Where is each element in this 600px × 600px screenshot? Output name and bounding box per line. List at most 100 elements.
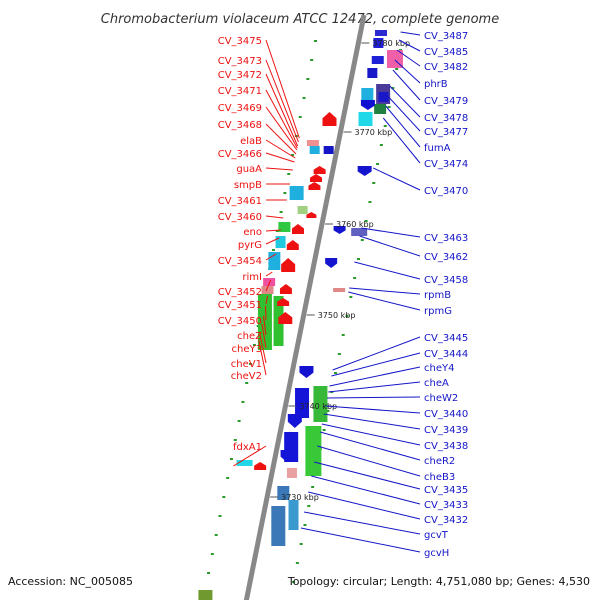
gene-block [295, 388, 310, 418]
gene-label-right: CV_3433 [424, 500, 468, 511]
gene-block [289, 186, 304, 200]
right-leader-line [327, 396, 421, 399]
gene-label-left: CV_3473 [218, 56, 262, 67]
gene-arrow [333, 226, 346, 234]
gene-block [261, 286, 274, 294]
right-leader-line [329, 366, 421, 387]
gene-block [263, 278, 276, 286]
gene-label-right: CV_3470 [424, 186, 468, 197]
gene-label-right: CV_3477 [424, 127, 468, 138]
gene-arrow [254, 462, 267, 470]
gene-label-left: CV_3466 [218, 149, 262, 160]
gene-arrow [291, 224, 304, 234]
left-leader-line [233, 445, 267, 467]
scale-tick-label: 3730 kbp [281, 493, 319, 502]
gene-block [257, 294, 272, 350]
right-leader-line [311, 475, 421, 505]
left-gene-labels: CV_3475 CV_3473 CV_3472 CV_3471 CV_3469 CV_34… [218, 36, 300, 467]
scale-tick-label: 3780 kbp [372, 39, 410, 48]
gene-label-left: CV_3461 [218, 196, 262, 207]
gene-label-right: CV_3474 [424, 159, 468, 170]
right-leader-line [389, 85, 421, 118]
left-leader-line [265, 39, 300, 139]
right-leader-line [320, 431, 421, 461]
gene-label-left: cheV2 [231, 371, 262, 382]
gene-arrow [281, 258, 296, 272]
gene-label-left: CV_3450 [218, 316, 262, 327]
gene-arrow [286, 240, 299, 250]
gene-label-right: cheB3 [424, 472, 455, 483]
right-leader-line [354, 261, 421, 280]
gene-label-left: smpB [234, 180, 262, 191]
gene-label-right: cheY4 [424, 363, 454, 374]
gene-block [309, 146, 320, 154]
right-leader-line [400, 31, 421, 36]
genome-backbone [243, 14, 367, 600]
right-leader-line [328, 381, 421, 393]
gene-block [351, 228, 368, 236]
gene-label-right: CV_3482 [424, 62, 468, 73]
left-leader-line [263, 315, 267, 336]
gene-label-left: cheY3 [232, 344, 262, 355]
gene-block [306, 140, 319, 146]
gene-label-left: CV_3475 [218, 36, 262, 47]
right-leader-line [308, 491, 421, 520]
right-leader-line [398, 39, 421, 52]
left-leader-line [265, 271, 273, 277]
gene-label-right: CV_3440 [424, 409, 468, 420]
gene-arrow [279, 284, 292, 294]
map-title: Chromobacterium violaceum ATCC 12472, co… [101, 12, 499, 27]
gene-label-right: fumA [424, 143, 451, 154]
gene-block [305, 426, 322, 476]
gene-label-right: cheR2 [424, 456, 455, 467]
right-leader-line [361, 227, 421, 238]
right-gene-labels: CV_3487 CV_3485 CV_3482 phrB CV_3479 CV_3478 C… [300, 31, 468, 559]
gene-block [323, 146, 334, 154]
right-leader-line [304, 511, 421, 535]
gene-label-right: CV_3485 [424, 47, 468, 58]
gene-label-left: fdxA1 [233, 442, 262, 453]
right-leader-line [325, 405, 421, 414]
gene-arrow [308, 182, 321, 190]
gene-block [333, 288, 346, 292]
right-leader-line [392, 69, 421, 101]
left-leader-line [265, 59, 299, 143]
left-leader-line [265, 237, 280, 245]
gene-block [374, 104, 387, 114]
left-leader-line [265, 279, 272, 292]
left-leader-line [265, 152, 295, 163]
scale-tick-label: 3740 kbp [299, 402, 337, 411]
right-leader-line [349, 287, 421, 295]
gene-label-right: rpmG [424, 306, 452, 317]
gene-block [361, 88, 374, 102]
gene-block [271, 506, 286, 546]
gene-block [374, 30, 387, 36]
gene-label-right: gcvT [424, 530, 449, 541]
scale-tick-label: 3770 kbp [354, 128, 392, 137]
gene-label-right: gcvH [424, 548, 449, 559]
accession-label: Accession: NC_005085 [8, 575, 134, 588]
right-leader-line [321, 423, 421, 446]
gene-arrow [299, 366, 314, 378]
gene-label-right: CV_3458 [424, 275, 468, 286]
gene-label-right: CV_3487 [424, 31, 468, 42]
gene-arrow [360, 100, 375, 110]
gene-label-right: CV_3462 [424, 252, 468, 263]
gene-label-left: CV_3472 [218, 70, 262, 81]
gene-block [286, 468, 297, 478]
left-leader-line [259, 333, 267, 364]
gene-block [198, 590, 213, 600]
gene-label-right: CV_3438 [424, 441, 468, 452]
left-leader-line [265, 167, 293, 171]
gene-label-left: CV_3454 [218, 256, 262, 267]
gene-label-right: CV_3432 [424, 515, 468, 526]
left-leader-line [265, 215, 284, 219]
gene-label-left: rimI [242, 272, 262, 283]
left-leader-line [265, 106, 298, 151]
gene-arrow [322, 112, 337, 126]
gene-block [277, 486, 290, 500]
gene-arrow [277, 298, 290, 306]
gene-label-right: CV_3478 [424, 113, 468, 124]
left-leader-line [258, 339, 267, 376]
